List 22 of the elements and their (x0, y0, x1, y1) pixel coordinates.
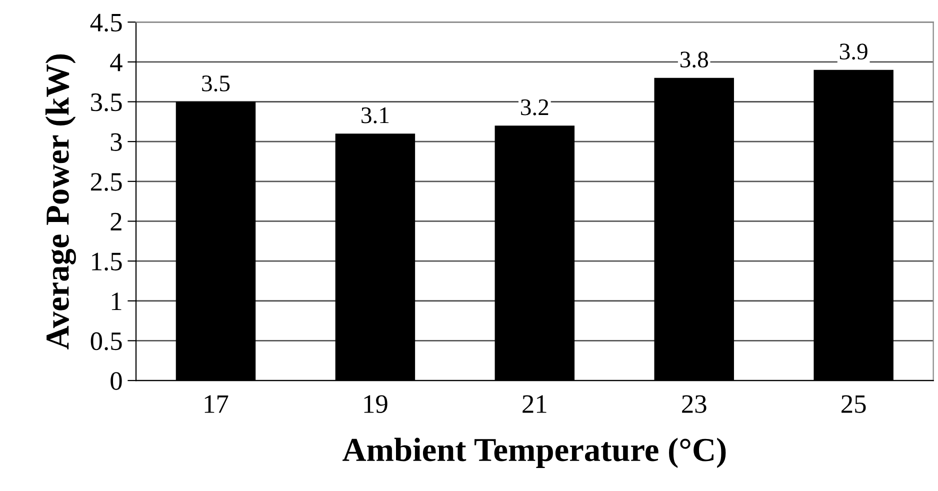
x-tick-label: 23 (682, 395, 706, 413)
data-label: 3.5 (202, 76, 230, 92)
y-tick-label: 2 (110, 212, 122, 230)
x-tick-label: 25 (842, 395, 866, 413)
data-label: 3.8 (680, 52, 708, 68)
y-tick-label: 4.5 (90, 14, 122, 32)
y-tick-label: 3 (110, 133, 122, 151)
x-tick-label: 21 (522, 395, 546, 413)
x-tick-label: 17 (204, 395, 228, 413)
x-axis-title: Ambient Temperature (°C) (342, 438, 726, 468)
y-tick-label: 3.5 (91, 93, 122, 112)
y-tick-label: 2.5 (90, 173, 122, 191)
y-tick-label: 0 (110, 372, 122, 390)
y-tick-label: 4 (110, 54, 122, 72)
y-axis-title: Average Power (kW) (45, 54, 76, 350)
x-tick-label: 19 (364, 395, 388, 413)
data-label: 3.1 (362, 107, 389, 124)
data-label: 3.9 (840, 44, 868, 60)
y-tick-label: 1.5 (92, 252, 122, 271)
y-tick-label: 0.5 (90, 332, 122, 350)
data-label: 3.2 (521, 99, 548, 116)
y-tick-label: 1 (112, 292, 122, 310)
